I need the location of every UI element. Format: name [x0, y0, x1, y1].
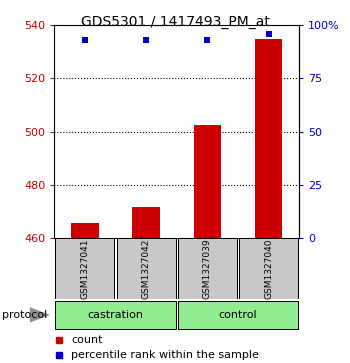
Bar: [178, 301, 298, 329]
Bar: [55, 238, 114, 299]
Text: GSM1327039: GSM1327039: [203, 238, 212, 299]
Point: [82, 37, 88, 43]
Bar: [194, 125, 221, 238]
Text: protocol: protocol: [2, 310, 47, 320]
Text: castration: castration: [88, 310, 144, 320]
Text: GDS5301 / 1417493_PM_at: GDS5301 / 1417493_PM_at: [80, 15, 270, 29]
Point: [204, 37, 210, 43]
Bar: [117, 238, 175, 299]
Bar: [255, 39, 282, 238]
Text: control: control: [219, 310, 257, 320]
Text: percentile rank within the sample: percentile rank within the sample: [71, 350, 259, 360]
Polygon shape: [30, 307, 50, 323]
Bar: [178, 238, 237, 299]
Point: [266, 31, 272, 37]
Text: count: count: [71, 335, 103, 345]
Bar: [239, 238, 298, 299]
Bar: [55, 301, 176, 329]
Bar: [132, 207, 160, 238]
Bar: [71, 223, 99, 238]
Point: [144, 37, 149, 43]
Text: GSM1327042: GSM1327042: [142, 238, 150, 299]
Text: GSM1327041: GSM1327041: [80, 238, 89, 299]
Text: GSM1327040: GSM1327040: [264, 238, 273, 299]
